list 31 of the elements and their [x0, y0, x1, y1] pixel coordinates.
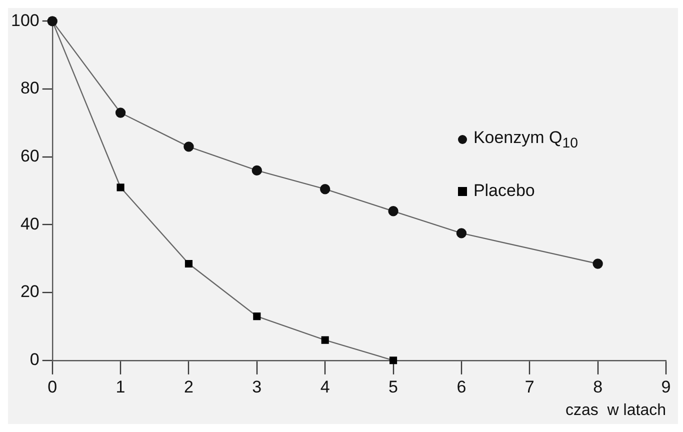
x-tick-label: 3: [252, 377, 262, 396]
x-axis-title: czas w latach: [566, 402, 666, 419]
point: [115, 108, 126, 118]
x-tick-label: 7: [524, 377, 534, 396]
x-tick-label: 8: [593, 377, 603, 396]
point: [592, 258, 603, 269]
x-tick-label: 9: [661, 377, 671, 396]
y-tick-label: 100: [10, 10, 40, 30]
y-tick-label: 0: [30, 350, 40, 370]
point: [388, 206, 398, 216]
y-tick-label: 40: [20, 214, 40, 234]
point: [184, 142, 194, 152]
x-tick-label: 0: [48, 377, 58, 396]
x-tick-label: 2: [184, 377, 194, 396]
y-tick-label: 60: [20, 146, 40, 166]
x-tick-label: 1: [116, 377, 126, 396]
point: [320, 184, 330, 194]
legend-label: Koenzym Q$_{10}$: [473, 128, 578, 152]
point: [252, 165, 262, 176]
y-tick-label: 80: [20, 78, 40, 98]
point: [321, 336, 329, 344]
point: [116, 184, 124, 192]
y-tick-label: 20: [20, 282, 40, 302]
x-tick-label: 6: [456, 377, 466, 396]
point: [253, 312, 261, 320]
point: [184, 260, 193, 268]
point: [389, 356, 398, 364]
x-tick-label: 5: [388, 377, 398, 396]
legend-label: Placebo: [473, 181, 535, 202]
x-tick-label: 4: [320, 377, 330, 396]
point: [456, 228, 467, 238]
